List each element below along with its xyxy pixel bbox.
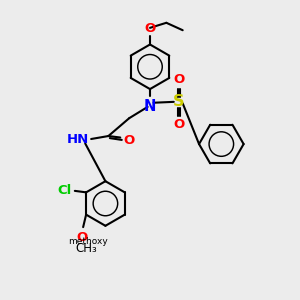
Text: HN: HN	[67, 133, 89, 146]
Text: Cl: Cl	[57, 184, 71, 197]
Text: O: O	[173, 118, 184, 131]
Text: CH₃: CH₃	[75, 242, 97, 255]
Text: O: O	[144, 22, 156, 35]
Text: methoxy: methoxy	[69, 237, 108, 246]
Text: O: O	[123, 134, 134, 147]
Text: N: N	[144, 99, 156, 114]
Text: O: O	[173, 73, 184, 85]
Text: O: O	[76, 231, 87, 244]
Text: S: S	[172, 94, 184, 110]
